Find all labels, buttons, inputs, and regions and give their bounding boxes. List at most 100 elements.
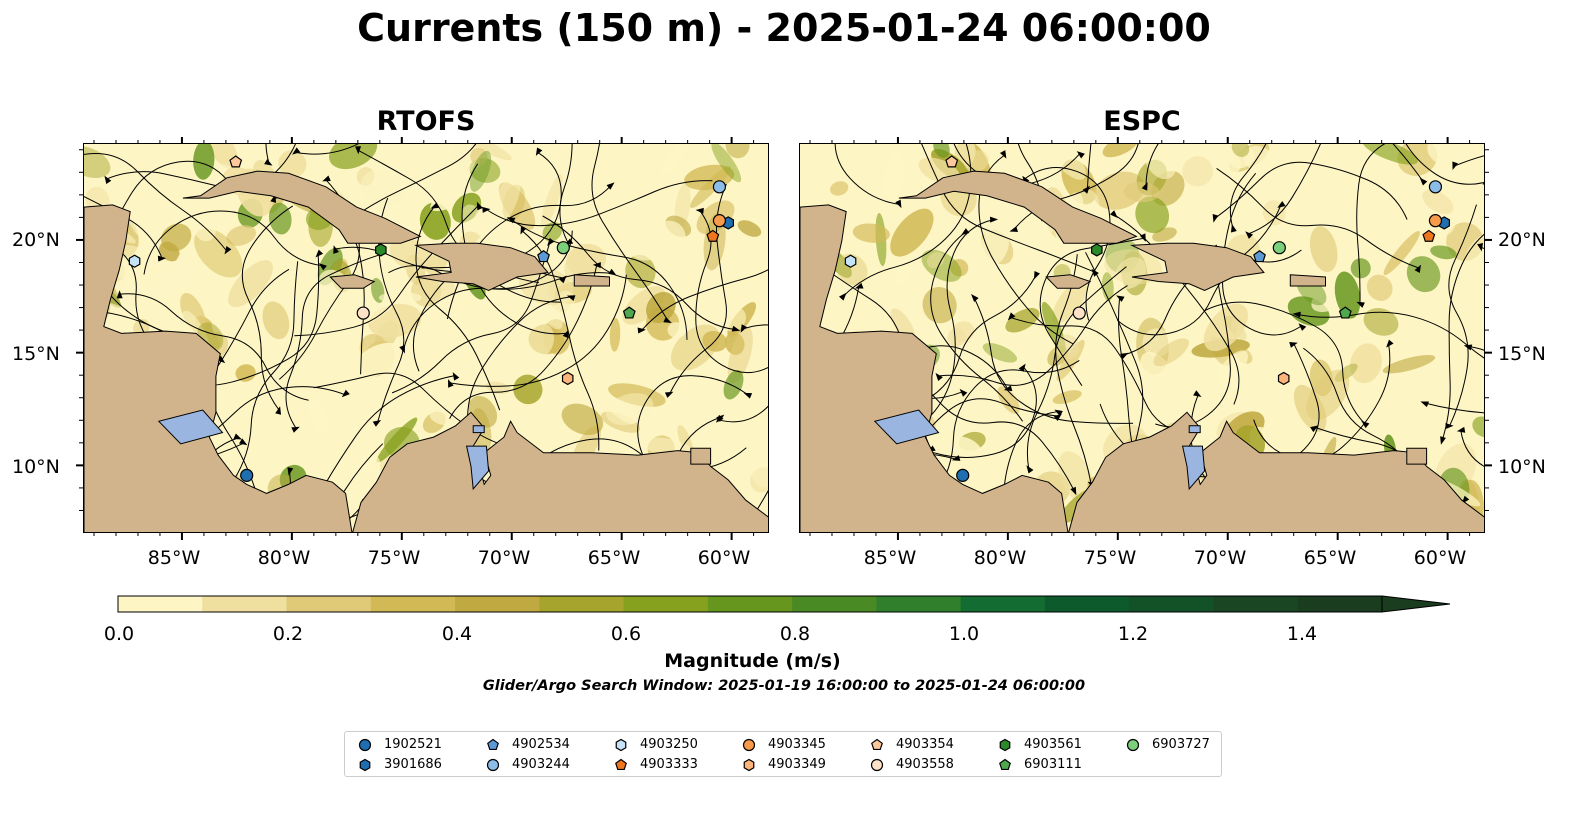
speed-patch [336, 366, 362, 392]
streamline-arrow [1277, 200, 1286, 208]
speed-patch [1046, 144, 1086, 180]
speed-patch [1422, 189, 1454, 214]
streamline [926, 219, 995, 420]
speed-patch [202, 144, 239, 170]
streamline [1017, 144, 1044, 218]
x-tick-label-60w: 60°W [1413, 547, 1467, 569]
speed-patch [359, 453, 381, 475]
streamline [973, 296, 1134, 424]
streamline [313, 372, 523, 451]
colorbar-segment [1044, 596, 1130, 612]
streamline-arrow [999, 150, 1007, 159]
circle-marker-shape [486, 758, 500, 771]
streamline-arrow [1477, 242, 1484, 252]
circle-marker-icon [358, 738, 372, 751]
speed-patch [1255, 351, 1272, 379]
streamline-arrow [592, 262, 601, 269]
colorbar-segment [1297, 596, 1383, 612]
float-marker-4903561 [375, 243, 387, 257]
land-polygon [1289, 274, 1326, 287]
pentagon-marker-icon [487, 738, 499, 750]
colorbar-label: Magnitude (m/s) [664, 650, 841, 672]
speed-patch [1332, 398, 1367, 452]
float-marker-4903354 [229, 155, 243, 168]
speed-patch [361, 170, 403, 206]
streamline-arrow [1026, 465, 1034, 474]
lake-polygon [157, 409, 224, 445]
streamline-arrow [838, 292, 847, 301]
float-marker-4903244 [712, 180, 727, 194]
streamline-arrow [959, 388, 968, 397]
streamline-arrow [1193, 390, 1202, 398]
pentagon-marker-icon [999, 758, 1011, 770]
colorbar-segment [960, 596, 1046, 612]
streamline-arrow [743, 392, 753, 399]
map-canvas [800, 144, 1484, 532]
speed-patch [498, 182, 536, 230]
speed-patch [660, 144, 698, 174]
speed-patch [1140, 351, 1180, 402]
map-canvas [84, 144, 768, 532]
streamline [1247, 144, 1321, 235]
streamline [1460, 430, 1484, 467]
streamline [1117, 205, 1282, 336]
speed-patch [541, 174, 563, 228]
streamline-arrow [895, 199, 902, 209]
lake-polygon [873, 409, 940, 445]
x-tick-label-70w: 70°W [477, 547, 531, 569]
speed-patch [1153, 338, 1190, 367]
speed-patch [925, 373, 955, 389]
speed-patch [133, 260, 194, 295]
streamline-arrow [715, 414, 724, 423]
legend-item: 4903244 [486, 757, 570, 772]
x-tick-label-70w: 70°W [1193, 547, 1247, 569]
speed-patch [1472, 416, 1484, 438]
float-marker-1902521 [240, 468, 254, 482]
hexagon-marker-icon [743, 758, 755, 771]
search-window-caption: Glider/Argo Search Window: 2025-01-19 16… [482, 678, 1086, 694]
streamline [1114, 214, 1240, 405]
land-polygon [573, 274, 610, 287]
streamline-arrow [637, 327, 646, 334]
main-title: Currents (150 m) - 2025-01-24 06:00:00 [357, 6, 1211, 50]
streamline-arrow [1310, 425, 1319, 433]
speed-patch [608, 383, 666, 407]
float-marker-4903345 [712, 214, 727, 228]
land [800, 170, 1484, 532]
speed-patch [1241, 179, 1265, 207]
streamline-arrow [1414, 264, 1422, 274]
colorbar-segment [623, 596, 709, 612]
streamline-arrow [322, 175, 331, 182]
streamline-arrow [1054, 409, 1063, 417]
speed-patch [419, 202, 451, 240]
colorbar-segment [286, 596, 372, 612]
colorbar-segment [202, 596, 288, 612]
circle-marker-icon [486, 758, 500, 771]
y-tick-label-right-10n: 10°N [1498, 456, 1546, 478]
streamline-arrow [989, 216, 999, 223]
land-polygon [352, 411, 768, 532]
streamline-arrow [1452, 161, 1459, 170]
speed-patch [982, 343, 1018, 363]
streamline-arrow [1289, 342, 1298, 348]
speed-patch [427, 188, 450, 206]
streamline [1405, 144, 1484, 185]
streamline-arrow [1109, 210, 1118, 219]
float-marker-4903345 [1428, 214, 1443, 228]
streamline-arrow [287, 467, 294, 476]
circle-marker-shape [870, 758, 884, 771]
axis-ticks [76, 137, 1492, 540]
speed-patch [951, 321, 975, 343]
streamline [415, 206, 501, 411]
float-marker-4903333 [706, 229, 720, 242]
streamline [1222, 172, 1302, 336]
speed-patch [485, 381, 511, 394]
colorbar-tick-label: 0.4 [441, 623, 473, 645]
streamline-arrow [275, 406, 282, 415]
float-marker-4903333 [1422, 229, 1436, 242]
colorbar-tick-label: 1.2 [1117, 623, 1149, 645]
streamline [1296, 311, 1484, 359]
streamline-arrow [1116, 295, 1125, 302]
colorbar-segment [539, 596, 625, 612]
streamline-arrow [341, 389, 350, 398]
